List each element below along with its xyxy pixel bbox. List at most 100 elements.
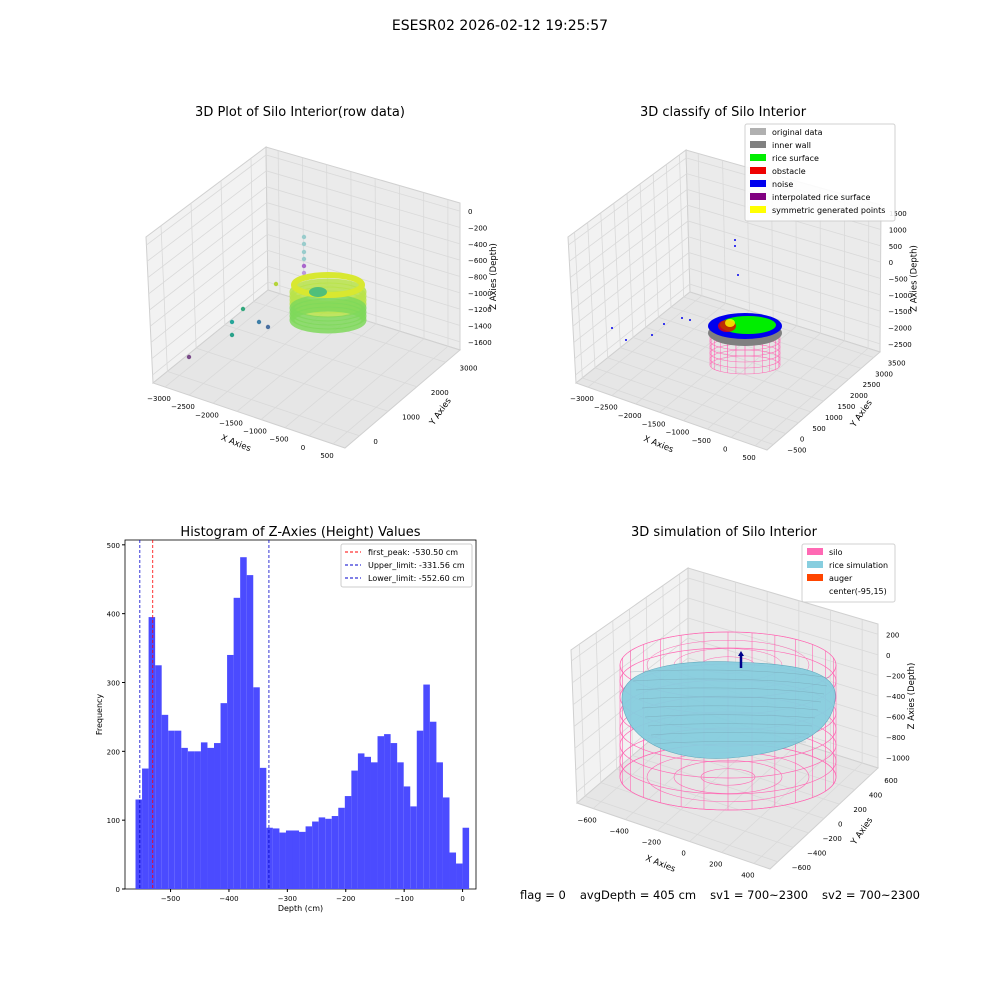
tick-label-x: −1000 xyxy=(243,428,267,436)
tick-label-x: −3000 xyxy=(570,395,594,403)
tick-label-z: −1000 xyxy=(468,290,492,298)
histogram-bar xyxy=(456,863,463,889)
grid-y xyxy=(196,347,389,412)
tick-label-x: −300 xyxy=(278,895,297,903)
legend-label: auger xyxy=(829,574,853,583)
axis-label-z: Z Axies (Depth) xyxy=(489,243,499,310)
legend-swatch xyxy=(750,154,766,161)
pane-floor xyxy=(151,289,462,449)
histogram-bar xyxy=(370,762,378,889)
chart-title: Histogram of Z-Axies (Height) Values xyxy=(180,525,420,540)
figure-title: ESESR02 2026-02-12 19:25:57 xyxy=(391,18,609,34)
histogram-bar xyxy=(174,730,182,889)
raw-point xyxy=(256,319,262,325)
histogram-bar xyxy=(449,852,457,889)
tick-label-x: −400 xyxy=(610,828,629,836)
tick-label-y: 2000 xyxy=(431,389,449,397)
tick-label-z: 200 xyxy=(886,631,899,639)
tick-label-y: 1000 xyxy=(402,413,420,421)
tick-label-x: 200 xyxy=(709,861,722,869)
legend-simulation: silo rice simulation auger center(-95,15) xyxy=(801,543,896,603)
grid-y xyxy=(224,324,417,388)
axis-label-z: Z Axies (Depth) xyxy=(910,245,920,312)
raw-point xyxy=(301,249,307,255)
tick-label-x: 0 xyxy=(301,444,305,452)
tick-label-z: −1500 xyxy=(888,308,912,316)
histogram-bar xyxy=(416,730,424,889)
raw-ring-layer xyxy=(289,306,367,334)
histogram-bar xyxy=(161,714,169,889)
grid-z xyxy=(150,249,461,343)
legend-swatch xyxy=(750,206,766,213)
legend-label: original data xyxy=(772,128,823,137)
raw-point xyxy=(301,270,307,276)
grid-z xyxy=(146,154,461,246)
legend-swatch xyxy=(750,193,766,200)
tick-label-z: 0 xyxy=(468,208,472,216)
tick-label-x: −3000 xyxy=(147,395,171,403)
auger-tip xyxy=(738,651,744,656)
grid-z xyxy=(570,204,881,295)
panel-title: 3D classify of Silo Interior xyxy=(640,105,807,120)
tick-label-z: −2500 xyxy=(888,341,912,349)
tick-label-x: −500 xyxy=(692,437,711,445)
histogram-bar xyxy=(142,768,149,889)
tick-label-x: −600 xyxy=(577,817,596,825)
rice-mesh-line xyxy=(641,705,819,711)
axis-label-y: Frequency xyxy=(95,694,104,736)
tick-label-z: −500 xyxy=(889,276,908,284)
tick-label-x: −200 xyxy=(642,839,661,847)
grid-z xyxy=(572,617,879,705)
histogram-bar xyxy=(200,742,208,889)
legend-swatch xyxy=(750,167,766,174)
tick-label-z: 500 xyxy=(889,243,902,251)
legend-label: obstacle xyxy=(772,167,806,176)
tick-label-x: 400 xyxy=(741,872,754,880)
grid-x xyxy=(164,293,281,388)
grid-y xyxy=(584,795,778,863)
grid-x xyxy=(284,330,401,428)
grid-z xyxy=(571,577,879,662)
grid-z xyxy=(572,236,881,327)
legend-label: rice surface xyxy=(772,154,819,163)
legend-swatch xyxy=(750,141,766,148)
grid-z xyxy=(147,186,461,278)
grid-z xyxy=(575,283,881,376)
legend-swatch xyxy=(750,128,766,135)
rice-mesh-line xyxy=(638,696,822,703)
tick-label-y: 500 xyxy=(107,542,120,550)
tick-label-z: −400 xyxy=(886,693,905,701)
tick-label-z: 1500 xyxy=(889,210,907,218)
tick-label-y: −600 xyxy=(792,864,811,872)
tick-label-x: 0 xyxy=(681,850,685,858)
rice-mesh-line xyxy=(644,714,816,719)
histogram-bar xyxy=(410,806,417,889)
histogram-bar xyxy=(462,827,470,889)
legend-label: first_peak: -530.50 cm xyxy=(368,548,458,557)
grid-z xyxy=(146,170,461,262)
rice-surface xyxy=(621,661,836,759)
legend-label: center(-95,15) xyxy=(829,587,887,596)
silo-floor-ring xyxy=(673,760,783,794)
histogram-bar xyxy=(240,557,247,889)
grid-z xyxy=(151,265,461,359)
tick-label-x: 0 xyxy=(460,895,464,903)
tick-label-y: −500 xyxy=(787,447,806,455)
grid-z xyxy=(150,233,461,327)
tick-label-x: 500 xyxy=(742,454,755,462)
tick-label-y: 500 xyxy=(812,425,825,433)
histogram-bar xyxy=(187,751,195,889)
tick-label-x: 500 xyxy=(320,452,333,460)
tick-label-z: 0 xyxy=(889,259,893,267)
panel-raw-3d: 3D Plot of Silo Interior(row data)−3000−… xyxy=(145,105,499,460)
axis-label-z: Z Axies (Depth) xyxy=(907,663,917,730)
tick-label-z: −1000 xyxy=(888,292,912,300)
grid-z xyxy=(152,281,461,376)
histogram-bar xyxy=(429,721,437,889)
grid-y xyxy=(632,337,824,402)
histogram-bar xyxy=(377,736,385,889)
panel-simulation-3d: 3D simulation of Silo Interior −600 −400 −2… xyxy=(570,525,917,880)
raw-point xyxy=(301,234,307,240)
tick-label-z: −1000 xyxy=(886,755,910,763)
raw-point xyxy=(265,324,271,330)
